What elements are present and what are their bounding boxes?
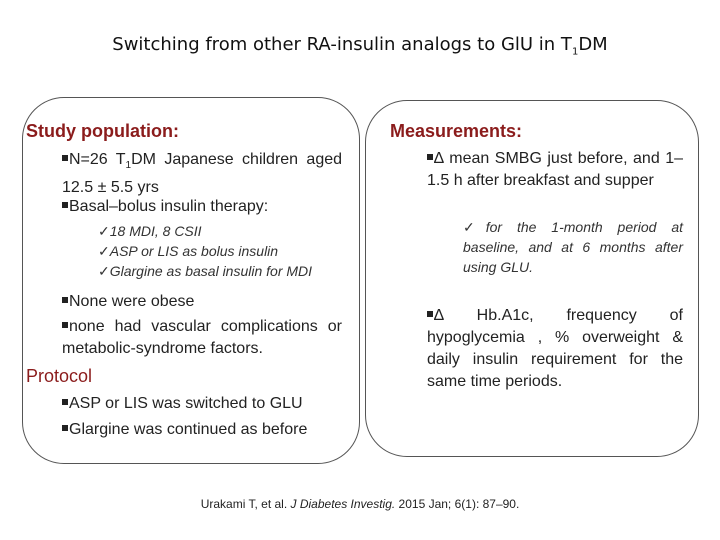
right-panel xyxy=(365,100,699,457)
text: none had vascular complications or metab… xyxy=(62,318,342,357)
bullet: Glargine was continued as before xyxy=(62,419,352,441)
check-item: 18 MDI, 8 CSII xyxy=(98,221,348,241)
bullet: ∆ Hb.A1c, frequency of hypoglycemia , % … xyxy=(427,305,683,393)
citation: Urakami T, et al. J Diabetes Investig. 2… xyxy=(0,497,720,511)
check-list: 18 MDI, 8 CSII ASP or LIS as bolus insul… xyxy=(98,221,348,281)
slide-title: Switching from other RA-insulin analogs … xyxy=(0,34,720,58)
text: Glargine was continued as before xyxy=(69,421,308,438)
text: Urakami T, et al. xyxy=(200,497,291,511)
bullet: N=26 T1DM Japanese children aged 12.5 ± … xyxy=(62,149,342,199)
title-sub: 1 xyxy=(571,46,579,58)
bullet: none had vascular complications or metab… xyxy=(62,316,342,360)
panel-heading: Protocol xyxy=(26,366,93,386)
left-panel xyxy=(22,97,360,464)
bullet: ASP or LIS was switched to GLU xyxy=(62,393,352,415)
bullet: ∆ mean SMBG just before, and 1–1.5 h aft… xyxy=(427,148,683,192)
check-item: for the 1-month period at baseline, and … xyxy=(463,217,683,277)
sub: 1 xyxy=(125,160,132,172)
journal: J Diabetes Investig. xyxy=(290,497,396,511)
panel-heading: Study population: xyxy=(26,121,179,141)
title-text: Switching from other RA-insulin analogs … xyxy=(112,34,572,55)
check-item: Glargine as basal insulin for MDI xyxy=(98,261,348,281)
text: Basal–bolus insulin therapy: xyxy=(69,198,269,215)
panel-heading: Measurements: xyxy=(390,121,523,141)
text: Glargine as basal insulin for MDI xyxy=(109,263,313,279)
text: N=26 T xyxy=(69,151,126,168)
bullet: Basal–bolus insulin therapy: xyxy=(62,196,342,218)
title-text: DM xyxy=(578,34,608,55)
check-item: ASP or LIS as bolus insulin xyxy=(98,241,348,261)
text: for the 1-month period at baseline, and … xyxy=(463,219,684,275)
text: DM Japanese children aged 12.5 ± 5.5 yrs xyxy=(62,151,343,197)
text: 18 MDI, 8 CSII xyxy=(109,223,202,239)
text: ASP or LIS as bolus insulin xyxy=(109,243,279,259)
bullet: None were obese xyxy=(62,291,342,313)
text: ASP or LIS was switched to GLU xyxy=(69,395,303,412)
text: ∆ Hb.A1c, frequency of hypoglycemia , % … xyxy=(427,307,688,390)
text: None were obese xyxy=(69,293,195,310)
text: 2015 Jan; 6(1): 87–90. xyxy=(395,497,520,511)
text: ∆ mean SMBG just before, and 1–1.5 h aft… xyxy=(427,150,683,189)
